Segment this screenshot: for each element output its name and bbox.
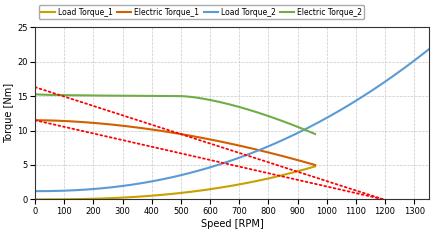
Load Torque_1 [32, 198, 38, 201]
Electric Torque_2 [186, 95, 191, 98]
Load Torque_1 [33, 198, 39, 201]
Load Torque_1 [204, 188, 209, 191]
Electric Torque_2 [309, 131, 314, 134]
Load Torque_2 [32, 190, 38, 192]
Load Torque_2 [319, 120, 324, 122]
Y-axis label: Torque [Nm]: Torque [Nm] [4, 83, 14, 143]
Electric Torque_1 [199, 137, 204, 139]
Electric Torque_1 [286, 156, 291, 159]
Load Torque_1 [199, 189, 204, 192]
Electric Torque_1 [268, 152, 274, 154]
Load Torque_1 [286, 172, 291, 175]
Electric Torque_2 [302, 128, 307, 131]
Load Torque_2 [188, 171, 194, 174]
Load Torque_2 [426, 48, 431, 51]
Load Torque_2 [161, 178, 166, 181]
Electric Torque_1 [33, 119, 39, 122]
Line: Load Torque_2: Load Torque_2 [35, 49, 429, 191]
Electric Torque_2 [313, 133, 318, 135]
Electric Torque_2 [216, 100, 221, 103]
Electric Torque_2 [203, 98, 208, 100]
Load Torque_1 [198, 189, 204, 192]
Electric Torque_2 [32, 93, 38, 96]
Electric Torque_1 [198, 136, 204, 139]
Legend: Load Torque_1, Electric Torque_1, Load Torque_2, Electric Torque_2: Load Torque_1, Electric Torque_1, Load T… [39, 5, 364, 19]
Line: Electric Torque_2: Electric Torque_2 [35, 94, 315, 134]
Load Torque_2 [317, 120, 322, 123]
Line: Electric Torque_1: Electric Torque_1 [35, 120, 315, 165]
X-axis label: Speed [RPM]: Speed [RPM] [200, 219, 263, 229]
Electric Torque_1 [313, 164, 318, 166]
Load Torque_2 [80, 188, 85, 191]
Load Torque_1 [313, 165, 318, 168]
Electric Torque_1 [204, 137, 209, 140]
Line: Load Torque_1: Load Torque_1 [35, 166, 315, 199]
Load Torque_2 [280, 139, 285, 141]
Electric Torque_1 [32, 119, 38, 122]
Electric Torque_2 [123, 94, 129, 97]
Load Torque_1 [268, 176, 274, 179]
